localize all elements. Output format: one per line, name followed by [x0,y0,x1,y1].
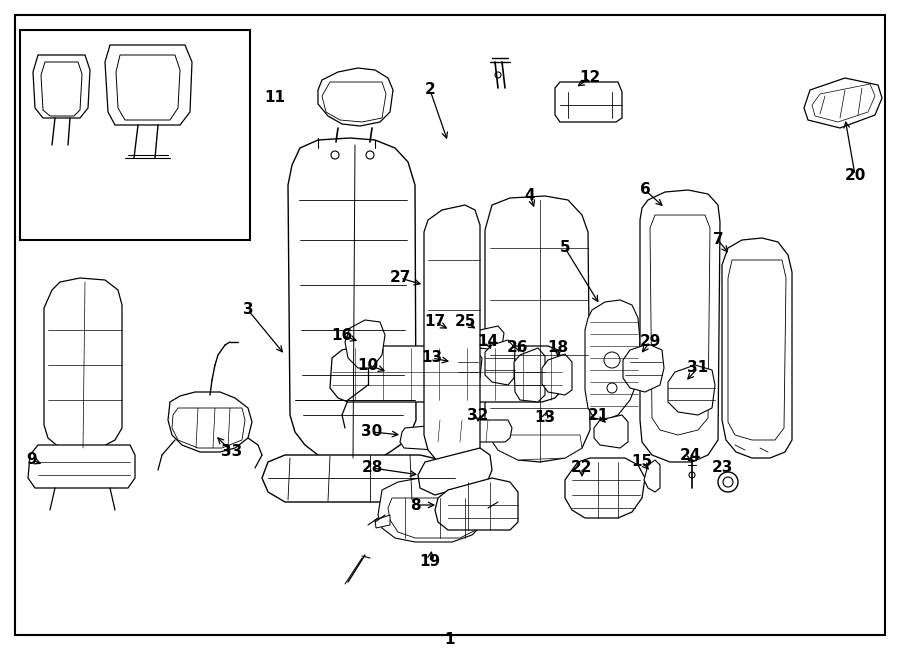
Polygon shape [594,415,628,448]
Text: 22: 22 [572,461,593,475]
Polygon shape [418,448,492,495]
Polygon shape [476,326,504,350]
Text: 2: 2 [425,83,436,98]
Polygon shape [722,238,792,458]
Polygon shape [555,82,622,122]
Polygon shape [288,138,416,462]
Circle shape [604,352,620,368]
Polygon shape [345,320,385,368]
Text: 5: 5 [560,241,571,256]
Text: 27: 27 [390,270,410,286]
Text: 13: 13 [421,350,443,366]
Text: 15: 15 [632,455,652,469]
Polygon shape [33,55,90,118]
Text: 17: 17 [425,315,446,329]
Polygon shape [585,300,640,420]
Polygon shape [322,82,386,122]
Polygon shape [400,425,442,450]
Text: 14: 14 [477,334,499,350]
Text: 29: 29 [639,334,661,350]
Text: 8: 8 [410,498,420,512]
Text: 12: 12 [580,71,600,85]
Polygon shape [668,365,715,415]
Text: 21: 21 [588,407,608,422]
Text: 32: 32 [467,407,489,422]
Text: 13: 13 [535,410,555,426]
Text: 10: 10 [357,358,379,373]
Polygon shape [168,392,252,452]
Polygon shape [105,45,192,125]
Polygon shape [565,458,645,518]
Circle shape [718,472,738,492]
Circle shape [366,151,374,159]
Polygon shape [430,420,512,442]
Polygon shape [378,478,488,542]
Text: 31: 31 [688,360,708,375]
Polygon shape [804,78,882,128]
Polygon shape [44,278,122,450]
Text: 25: 25 [454,315,476,329]
Text: 26: 26 [508,340,529,356]
Polygon shape [172,408,245,448]
Circle shape [495,72,501,78]
Polygon shape [446,325,474,358]
Text: 24: 24 [680,447,701,463]
Circle shape [331,151,339,159]
Text: 1: 1 [445,633,455,648]
Polygon shape [388,498,480,538]
Polygon shape [116,55,180,120]
Text: 19: 19 [419,555,441,570]
Polygon shape [441,425,465,448]
Polygon shape [485,340,515,385]
Polygon shape [514,348,545,402]
Polygon shape [812,84,875,122]
Polygon shape [28,445,135,488]
Text: 33: 33 [221,444,243,459]
Polygon shape [490,492,508,508]
Text: 30: 30 [362,424,382,440]
Polygon shape [424,205,480,465]
Circle shape [456,334,464,342]
Circle shape [689,472,695,478]
Text: 11: 11 [265,91,285,106]
Polygon shape [262,455,460,502]
Polygon shape [644,460,660,492]
Polygon shape [640,190,720,462]
Polygon shape [450,350,482,385]
Polygon shape [435,478,518,530]
Text: 18: 18 [547,340,569,356]
Polygon shape [623,344,664,392]
Polygon shape [488,435,582,460]
Polygon shape [485,196,590,462]
Text: 3: 3 [243,303,253,317]
Polygon shape [650,215,710,435]
Polygon shape [542,354,572,395]
Text: 28: 28 [361,461,382,475]
Text: 16: 16 [331,327,353,342]
Polygon shape [41,62,82,116]
Polygon shape [375,515,390,528]
Circle shape [456,346,464,354]
Polygon shape [728,260,786,440]
Text: 20: 20 [844,167,866,182]
Polygon shape [318,68,393,126]
Text: 7: 7 [713,233,724,247]
Polygon shape [330,346,562,402]
Circle shape [723,477,733,487]
Text: 4: 4 [525,188,535,202]
Text: 23: 23 [711,461,733,475]
Circle shape [607,383,617,393]
Text: 6: 6 [640,182,651,198]
Text: 9: 9 [27,453,37,467]
Bar [20,30,250,240]
